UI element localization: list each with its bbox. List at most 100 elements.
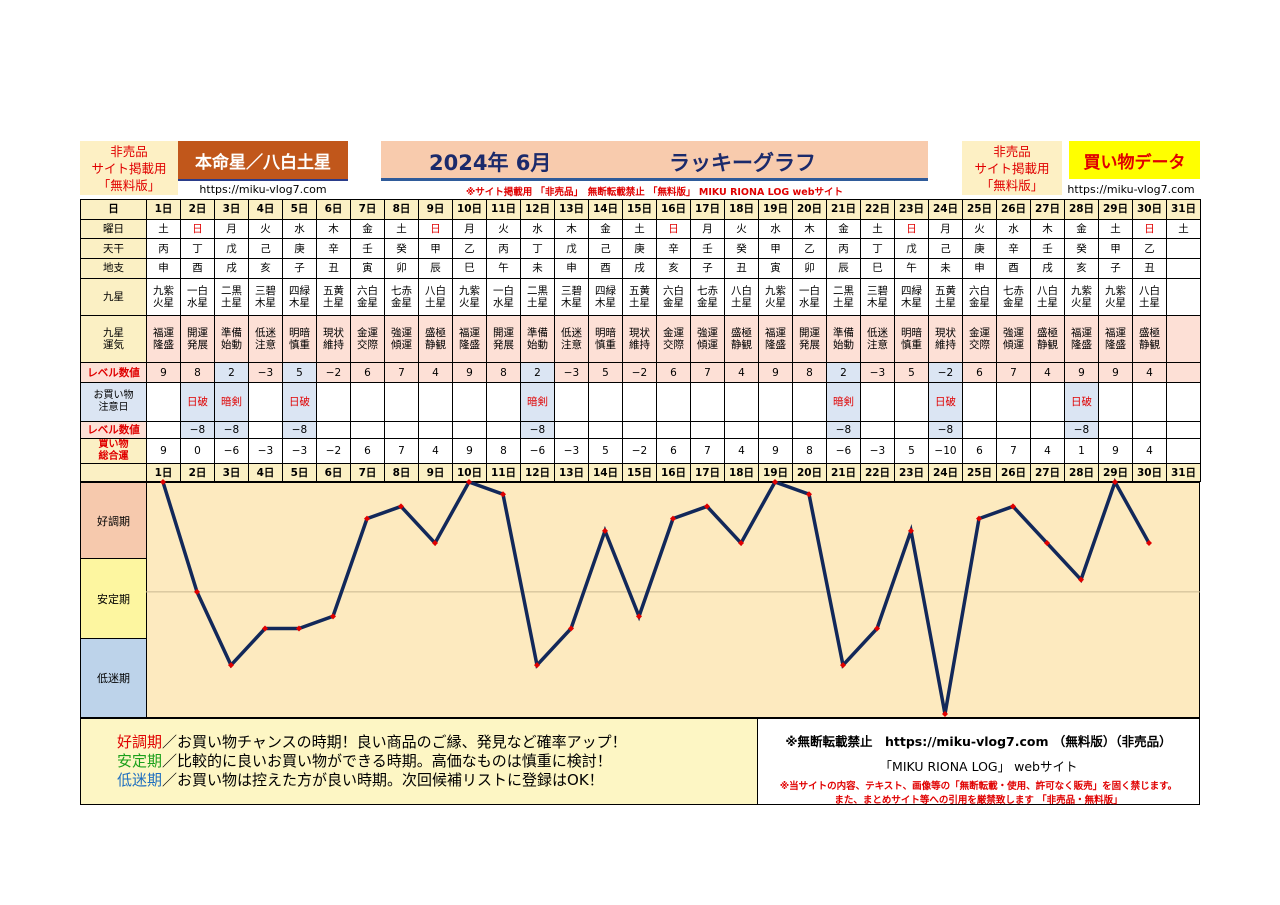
cell-level2 (248, 421, 283, 439)
cell-unki: 盛極 静観 (418, 314, 453, 364)
zone-stable: 安定期 (81, 559, 147, 639)
data-point-day-28 (1078, 576, 1084, 583)
cell-kyusei: 九紫 火星 (452, 277, 487, 316)
cell-kyusei: 一白 水星 (792, 277, 827, 316)
note-left-3: 「無料版」 (97, 177, 161, 193)
cell-weekday: 火 (486, 218, 521, 240)
cell-total: 7 (384, 437, 419, 465)
cell-level2 (894, 421, 929, 439)
note-left-1: 非売品 (110, 143, 148, 159)
cell-level: 4 (1030, 362, 1065, 383)
cell-level: 4 (724, 362, 759, 383)
kyusei-line: 土星 (527, 296, 548, 309)
unki-line: 福運 (1071, 326, 1092, 339)
kyusei-line: 六白 (969, 284, 990, 297)
cell-weekday: 日 (894, 218, 929, 240)
cell-day: 13日 (554, 199, 589, 220)
notice-line4: また、まとめサイト等への引用を厳禁致します 「非売品・無料版」 (834, 795, 1123, 806)
cell-day: 11日 (486, 199, 521, 220)
cell-total: 9 (146, 437, 181, 465)
row-label-total-line1: 総合運 (98, 450, 129, 462)
cell-level2 (1030, 421, 1065, 439)
zone-column: 好調期 安定期 低迷期 (81, 483, 147, 717)
cell-weekday: 木 (316, 218, 351, 240)
kyusei-line: 火星 (1105, 296, 1126, 309)
cell-tenkan: 丁 (520, 238, 555, 259)
row-label-unki-line1: 運気 (103, 338, 124, 351)
data-point-day-3 (228, 662, 234, 669)
unki-line: 福運 (459, 326, 480, 339)
cell-tenkan: 戊 (214, 238, 249, 259)
unki-line: 維持 (323, 338, 344, 351)
cell-level2 (316, 421, 351, 439)
note-right-1: 非売品 (993, 143, 1031, 159)
cell-caution: 暗剣 (214, 381, 249, 423)
cell-kyusei: 九紫 火星 (758, 277, 793, 316)
cell-level: 7 (384, 362, 419, 383)
cell-unki: 福運 隆盛 (146, 314, 181, 364)
kyusei-line: 木星 (595, 296, 616, 309)
cell-kyusei: 八白 土星 (1132, 277, 1167, 316)
legend-good-term: 好調期 (117, 733, 163, 751)
cell-day: 7日 (350, 199, 385, 220)
unki-line: 強運 (391, 326, 412, 339)
kyusei-line: 九紫 (765, 284, 786, 297)
unki-line: 強運 (1003, 326, 1024, 339)
unki-line: 低迷 (561, 326, 582, 339)
cell-day: 20日 (792, 199, 827, 220)
cell-tenkan: 癸 (384, 238, 419, 259)
unki-line: 開運 (799, 326, 820, 339)
legend-stable-term: 安定期 (117, 752, 163, 770)
cell-weekday: 土 (146, 218, 181, 240)
cell-weekday: 木 (554, 218, 589, 240)
cell-chishi: 子 (282, 257, 317, 279)
graph-title: ラッキーグラフ (669, 151, 816, 175)
cell-caution (486, 381, 521, 423)
cell-kyusei (1166, 277, 1201, 316)
cell-day: 17日 (690, 199, 725, 220)
unki-line: 慎重 (901, 338, 922, 351)
unki-line: 明暗 (289, 326, 310, 339)
cell-level: 5 (282, 362, 317, 383)
unki-line: 隆盛 (153, 338, 174, 351)
cell-tenkan: 丙 (486, 238, 521, 259)
cell-caution: 暗剣 (826, 381, 861, 423)
cell-tenkan: 癸 (724, 238, 759, 259)
cell-chishi: 酉 (996, 257, 1031, 279)
cell-unki: 明暗 慎重 (588, 314, 623, 364)
cell-chishi: 丑 (724, 257, 759, 279)
cell-caution (860, 381, 895, 423)
cell-tenkan: 辛 (996, 238, 1031, 259)
cell-caution (248, 381, 283, 423)
cell-total: −3 (282, 437, 317, 465)
row-label-chishi: 地支 (80, 257, 147, 279)
cell-level: 9 (758, 362, 793, 383)
cell-day: 19日 (758, 199, 793, 220)
data-point-day-4 (262, 625, 268, 632)
cell-level: 2 (826, 362, 861, 383)
unki-line: 現状 (935, 326, 956, 339)
data-point-day-30 (1146, 540, 1152, 547)
cell-days: 17日 (690, 463, 725, 482)
note-right: 非売品 サイト掲載用 「無料版」 (962, 141, 1062, 195)
cell-tenkan: 辛 (656, 238, 691, 259)
cell-day: 18日 (724, 199, 759, 220)
cell-chishi: 午 (486, 257, 521, 279)
cell-kyusei: 二黒 土星 (826, 277, 861, 316)
cell-unki: 金運 交際 (350, 314, 385, 364)
cell-caution (316, 381, 351, 423)
cell-weekday: 金 (588, 218, 623, 240)
cell-day: 5日 (282, 199, 317, 220)
row-label-caution-line1: 注意日 (98, 401, 129, 413)
cell-caution (554, 381, 589, 423)
cell-level2: −8 (180, 421, 215, 439)
cell-level2 (792, 421, 827, 439)
cell-tenkan: 戊 (554, 238, 589, 259)
cell-days: 9日 (418, 463, 453, 482)
unki-line: 盛極 (731, 326, 752, 339)
unki-line: 発展 (187, 338, 208, 351)
notice-box: ※無断転載禁止 https://miku-vlog7.com （無料版）（非売品… (758, 718, 1200, 806)
cell-weekday: 水 (282, 218, 317, 240)
cell-level2 (554, 421, 589, 439)
cell-chishi: 午 (894, 257, 929, 279)
